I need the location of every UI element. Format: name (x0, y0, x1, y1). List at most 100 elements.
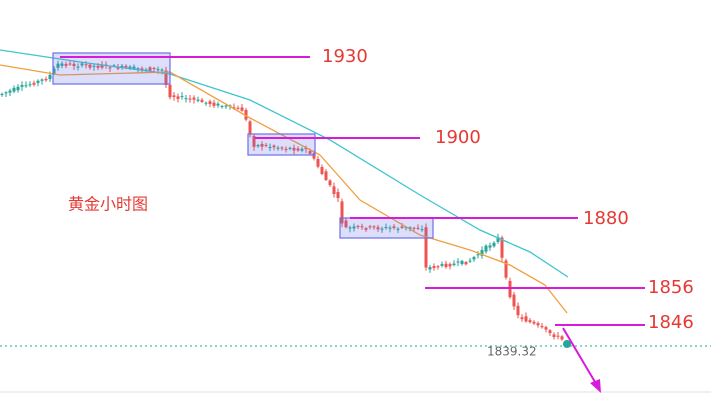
candle-body (36, 80, 40, 83)
candle-body (108, 67, 112, 69)
candle-body (472, 257, 476, 260)
candle-body (208, 101, 212, 105)
candle-body (232, 107, 236, 109)
candle-body (452, 263, 456, 266)
candle-body (204, 102, 208, 104)
candle-body (156, 69, 160, 71)
candle-body (556, 335, 560, 337)
candle-body (384, 227, 388, 229)
candle-body (48, 74, 52, 80)
candle-body (288, 147, 292, 149)
candle-body (80, 63, 84, 66)
candle-body (68, 63, 72, 65)
candle-body (76, 66, 80, 68)
candle-body (120, 65, 124, 68)
candle-body (248, 121, 252, 135)
candle-body (316, 158, 320, 167)
candle-body (416, 227, 420, 229)
candle-body (336, 192, 340, 199)
candle-body (332, 186, 336, 195)
candle-body (536, 323, 540, 326)
candle-body (512, 294, 516, 307)
candle-body (152, 68, 156, 70)
arrow-head (590, 379, 601, 393)
candle-body (456, 261, 460, 263)
candle-body (392, 226, 396, 228)
candle-body (64, 63, 68, 66)
candle-body (28, 84, 32, 86)
last-dot (563, 340, 571, 348)
candle-body (520, 317, 524, 320)
chart-title: 黄金小时图 (68, 195, 148, 214)
candle-body (324, 171, 328, 180)
candle-body (176, 96, 180, 99)
candle-body (0, 93, 4, 95)
candle-body (388, 227, 392, 229)
candle-body (560, 336, 564, 340)
candle-body (488, 245, 492, 248)
candle-body (400, 226, 404, 228)
candle-body (500, 237, 504, 258)
candle-body (280, 147, 284, 149)
candle-body (60, 63, 64, 66)
candle-body (164, 70, 168, 85)
candle-body (24, 85, 28, 87)
candle-body (340, 201, 344, 224)
level-label: 1846 (648, 312, 694, 333)
candle-body (440, 264, 444, 266)
candle-body (16, 86, 20, 91)
candle-body (236, 107, 240, 109)
candle-body (548, 330, 552, 334)
candle-body (100, 64, 104, 68)
candle-body (252, 136, 256, 147)
candle-body (540, 326, 544, 328)
candle-body (552, 334, 556, 338)
candle-body (432, 266, 436, 269)
range-box (52, 52, 171, 85)
candle-body (32, 82, 36, 85)
candle-body (364, 228, 368, 230)
candle-body (372, 226, 376, 228)
candle-body (528, 320, 532, 323)
candle-body (484, 245, 488, 252)
last-price: 1839.32 (487, 345, 537, 359)
candle-body (84, 64, 88, 66)
candle-body (320, 167, 324, 174)
candle-body (356, 226, 360, 228)
candle-body (264, 144, 268, 146)
candle-body (300, 148, 304, 151)
candle-body (460, 260, 464, 265)
candle-body (292, 147, 296, 151)
candle-body (352, 226, 356, 229)
candle-body (412, 227, 416, 229)
candle-body (92, 65, 96, 67)
candle-body (308, 151, 312, 154)
candle-body (380, 228, 384, 230)
candle-body (96, 65, 100, 68)
candle-body (444, 263, 448, 268)
candle-body (524, 316, 528, 322)
candle-body (112, 65, 116, 67)
candle-body (448, 264, 452, 267)
candle-body (172, 95, 176, 98)
candle-body (144, 69, 148, 71)
candle-body (268, 147, 272, 149)
ma-fast (0, 64, 568, 314)
candle-body (396, 228, 400, 230)
candle-body (408, 227, 412, 229)
candle-body (284, 148, 288, 150)
candle-body (504, 260, 508, 278)
candle-body (72, 63, 76, 66)
candle-body (428, 267, 432, 270)
candle-body (420, 229, 424, 231)
candle-body (296, 148, 300, 151)
candle-body (140, 68, 144, 70)
candle-body (424, 227, 428, 268)
candle-body (148, 67, 152, 71)
candle-body (464, 262, 468, 265)
candle-body (276, 147, 280, 149)
candle-body (516, 305, 520, 316)
candle-body (196, 99, 200, 101)
candle-body (212, 102, 216, 106)
